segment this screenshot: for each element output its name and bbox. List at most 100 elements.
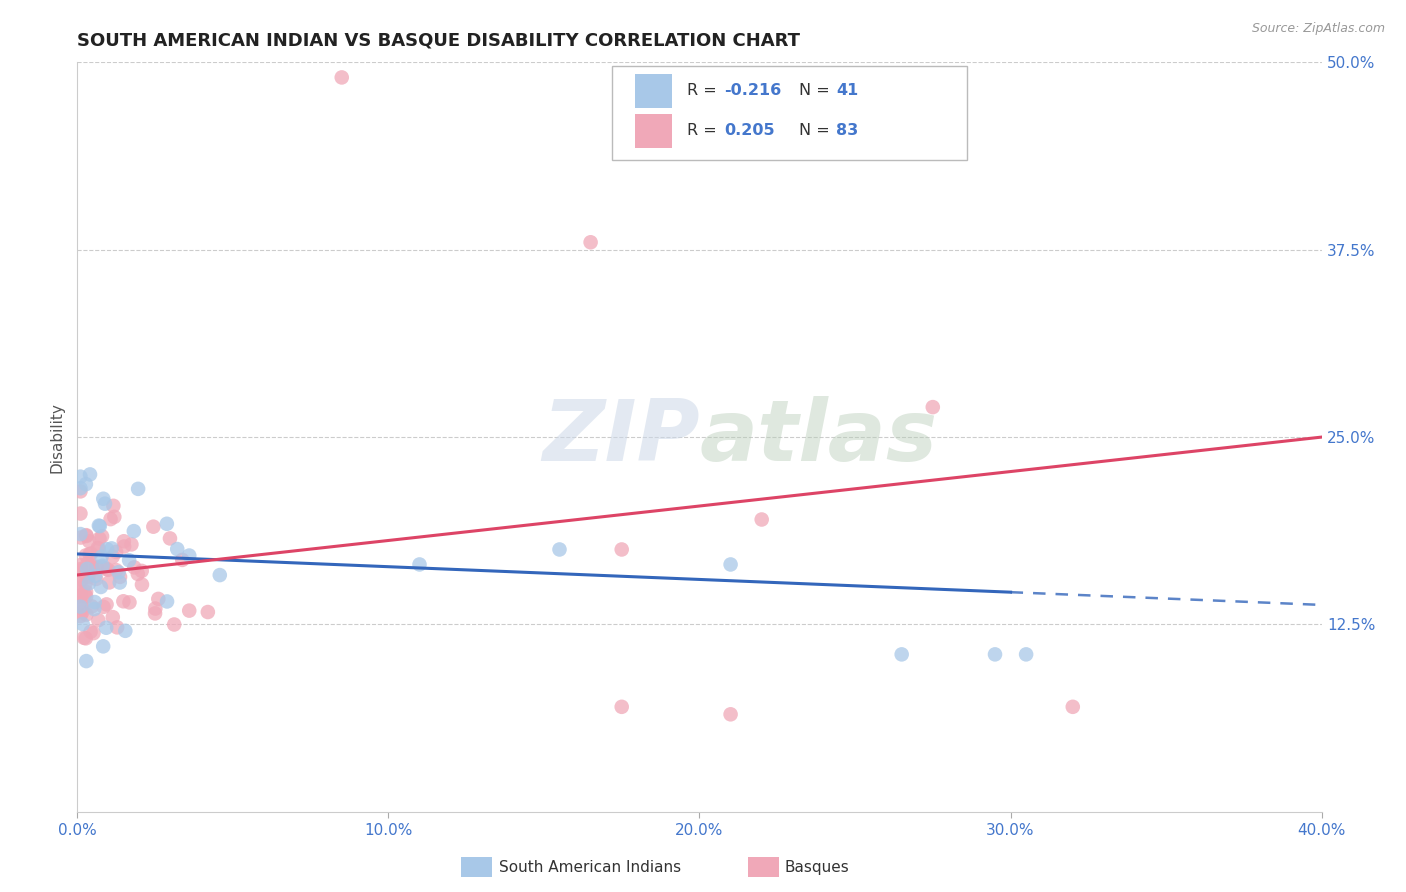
Point bbox=[103, 509, 125, 524]
Point bbox=[75, 477, 97, 491]
Point bbox=[118, 553, 141, 567]
Point bbox=[118, 595, 141, 609]
Point bbox=[91, 560, 114, 574]
Text: SOUTH AMERICAN INDIAN VS BASQUE DISABILITY CORRELATION CHART: SOUTH AMERICAN INDIAN VS BASQUE DISABILI… bbox=[77, 32, 800, 50]
Point bbox=[75, 576, 97, 591]
Point bbox=[197, 605, 219, 619]
Point bbox=[69, 562, 91, 576]
Point bbox=[100, 512, 122, 526]
Text: atlas: atlas bbox=[700, 395, 938, 479]
Point bbox=[76, 529, 98, 543]
Point bbox=[112, 534, 135, 549]
Point bbox=[83, 595, 105, 609]
Point bbox=[89, 532, 111, 546]
Point bbox=[75, 607, 97, 622]
Point bbox=[69, 575, 91, 590]
Point bbox=[69, 531, 91, 545]
Point bbox=[91, 491, 114, 506]
Point bbox=[148, 591, 170, 606]
FancyBboxPatch shape bbox=[634, 74, 672, 108]
Point bbox=[80, 599, 103, 614]
Text: R =: R = bbox=[688, 83, 717, 98]
Point bbox=[89, 519, 111, 533]
Point bbox=[122, 524, 145, 538]
Point bbox=[610, 542, 633, 557]
Point bbox=[105, 563, 128, 577]
Point bbox=[69, 599, 91, 614]
Point bbox=[86, 541, 108, 555]
Point bbox=[93, 599, 115, 614]
Point bbox=[1015, 648, 1038, 662]
Point bbox=[610, 699, 633, 714]
Point bbox=[96, 598, 118, 612]
Point bbox=[330, 70, 353, 85]
Point bbox=[179, 549, 201, 563]
Point bbox=[131, 577, 153, 591]
Point bbox=[103, 499, 125, 513]
Point bbox=[163, 617, 186, 632]
Point bbox=[108, 570, 131, 584]
Text: ZIP: ZIP bbox=[541, 395, 700, 479]
Point bbox=[131, 564, 153, 578]
Point bbox=[720, 558, 742, 572]
Point bbox=[75, 528, 97, 542]
Point bbox=[105, 545, 128, 559]
Point bbox=[208, 568, 231, 582]
Point bbox=[105, 620, 128, 634]
Point bbox=[91, 529, 114, 543]
Point bbox=[179, 604, 201, 618]
Point bbox=[73, 631, 96, 645]
Point bbox=[70, 573, 93, 587]
Point bbox=[69, 585, 91, 599]
Text: South American Indians: South American Indians bbox=[499, 860, 682, 874]
Point bbox=[79, 467, 101, 482]
Point bbox=[921, 400, 943, 414]
Point bbox=[96, 562, 118, 576]
Point bbox=[94, 497, 117, 511]
Text: Basques: Basques bbox=[785, 860, 849, 874]
Point bbox=[101, 610, 124, 624]
Point bbox=[75, 654, 97, 668]
Point bbox=[100, 541, 122, 556]
Point bbox=[166, 542, 188, 557]
Point bbox=[548, 542, 571, 557]
FancyBboxPatch shape bbox=[634, 114, 672, 148]
Point bbox=[69, 484, 91, 499]
Point bbox=[156, 516, 179, 531]
Point bbox=[101, 549, 124, 564]
Point bbox=[75, 549, 97, 563]
Point bbox=[80, 547, 103, 561]
Point bbox=[143, 607, 166, 621]
Point bbox=[86, 559, 108, 574]
Text: 0.205: 0.205 bbox=[724, 123, 775, 138]
Point bbox=[159, 532, 181, 546]
Point bbox=[90, 580, 112, 594]
Point bbox=[112, 540, 135, 554]
Point bbox=[79, 624, 101, 639]
Point bbox=[75, 632, 97, 646]
Point bbox=[70, 605, 93, 619]
Point bbox=[1062, 699, 1084, 714]
Point bbox=[83, 602, 105, 616]
Point bbox=[72, 601, 94, 615]
Point bbox=[97, 563, 120, 577]
Y-axis label: Disability: Disability bbox=[49, 401, 65, 473]
Point bbox=[90, 549, 112, 564]
Point bbox=[84, 569, 107, 583]
Point bbox=[69, 469, 91, 483]
Point bbox=[91, 558, 114, 573]
Point bbox=[77, 570, 100, 584]
Point bbox=[751, 512, 773, 526]
Point bbox=[79, 547, 101, 561]
Text: R =: R = bbox=[688, 123, 717, 138]
Point bbox=[142, 519, 165, 533]
Point bbox=[69, 481, 91, 495]
Text: 41: 41 bbox=[837, 83, 859, 98]
Point bbox=[84, 572, 107, 586]
Point bbox=[720, 707, 742, 722]
Point bbox=[87, 518, 110, 533]
Point bbox=[112, 594, 135, 608]
Point bbox=[579, 235, 602, 250]
Point bbox=[69, 590, 91, 604]
Text: 83: 83 bbox=[837, 123, 859, 138]
